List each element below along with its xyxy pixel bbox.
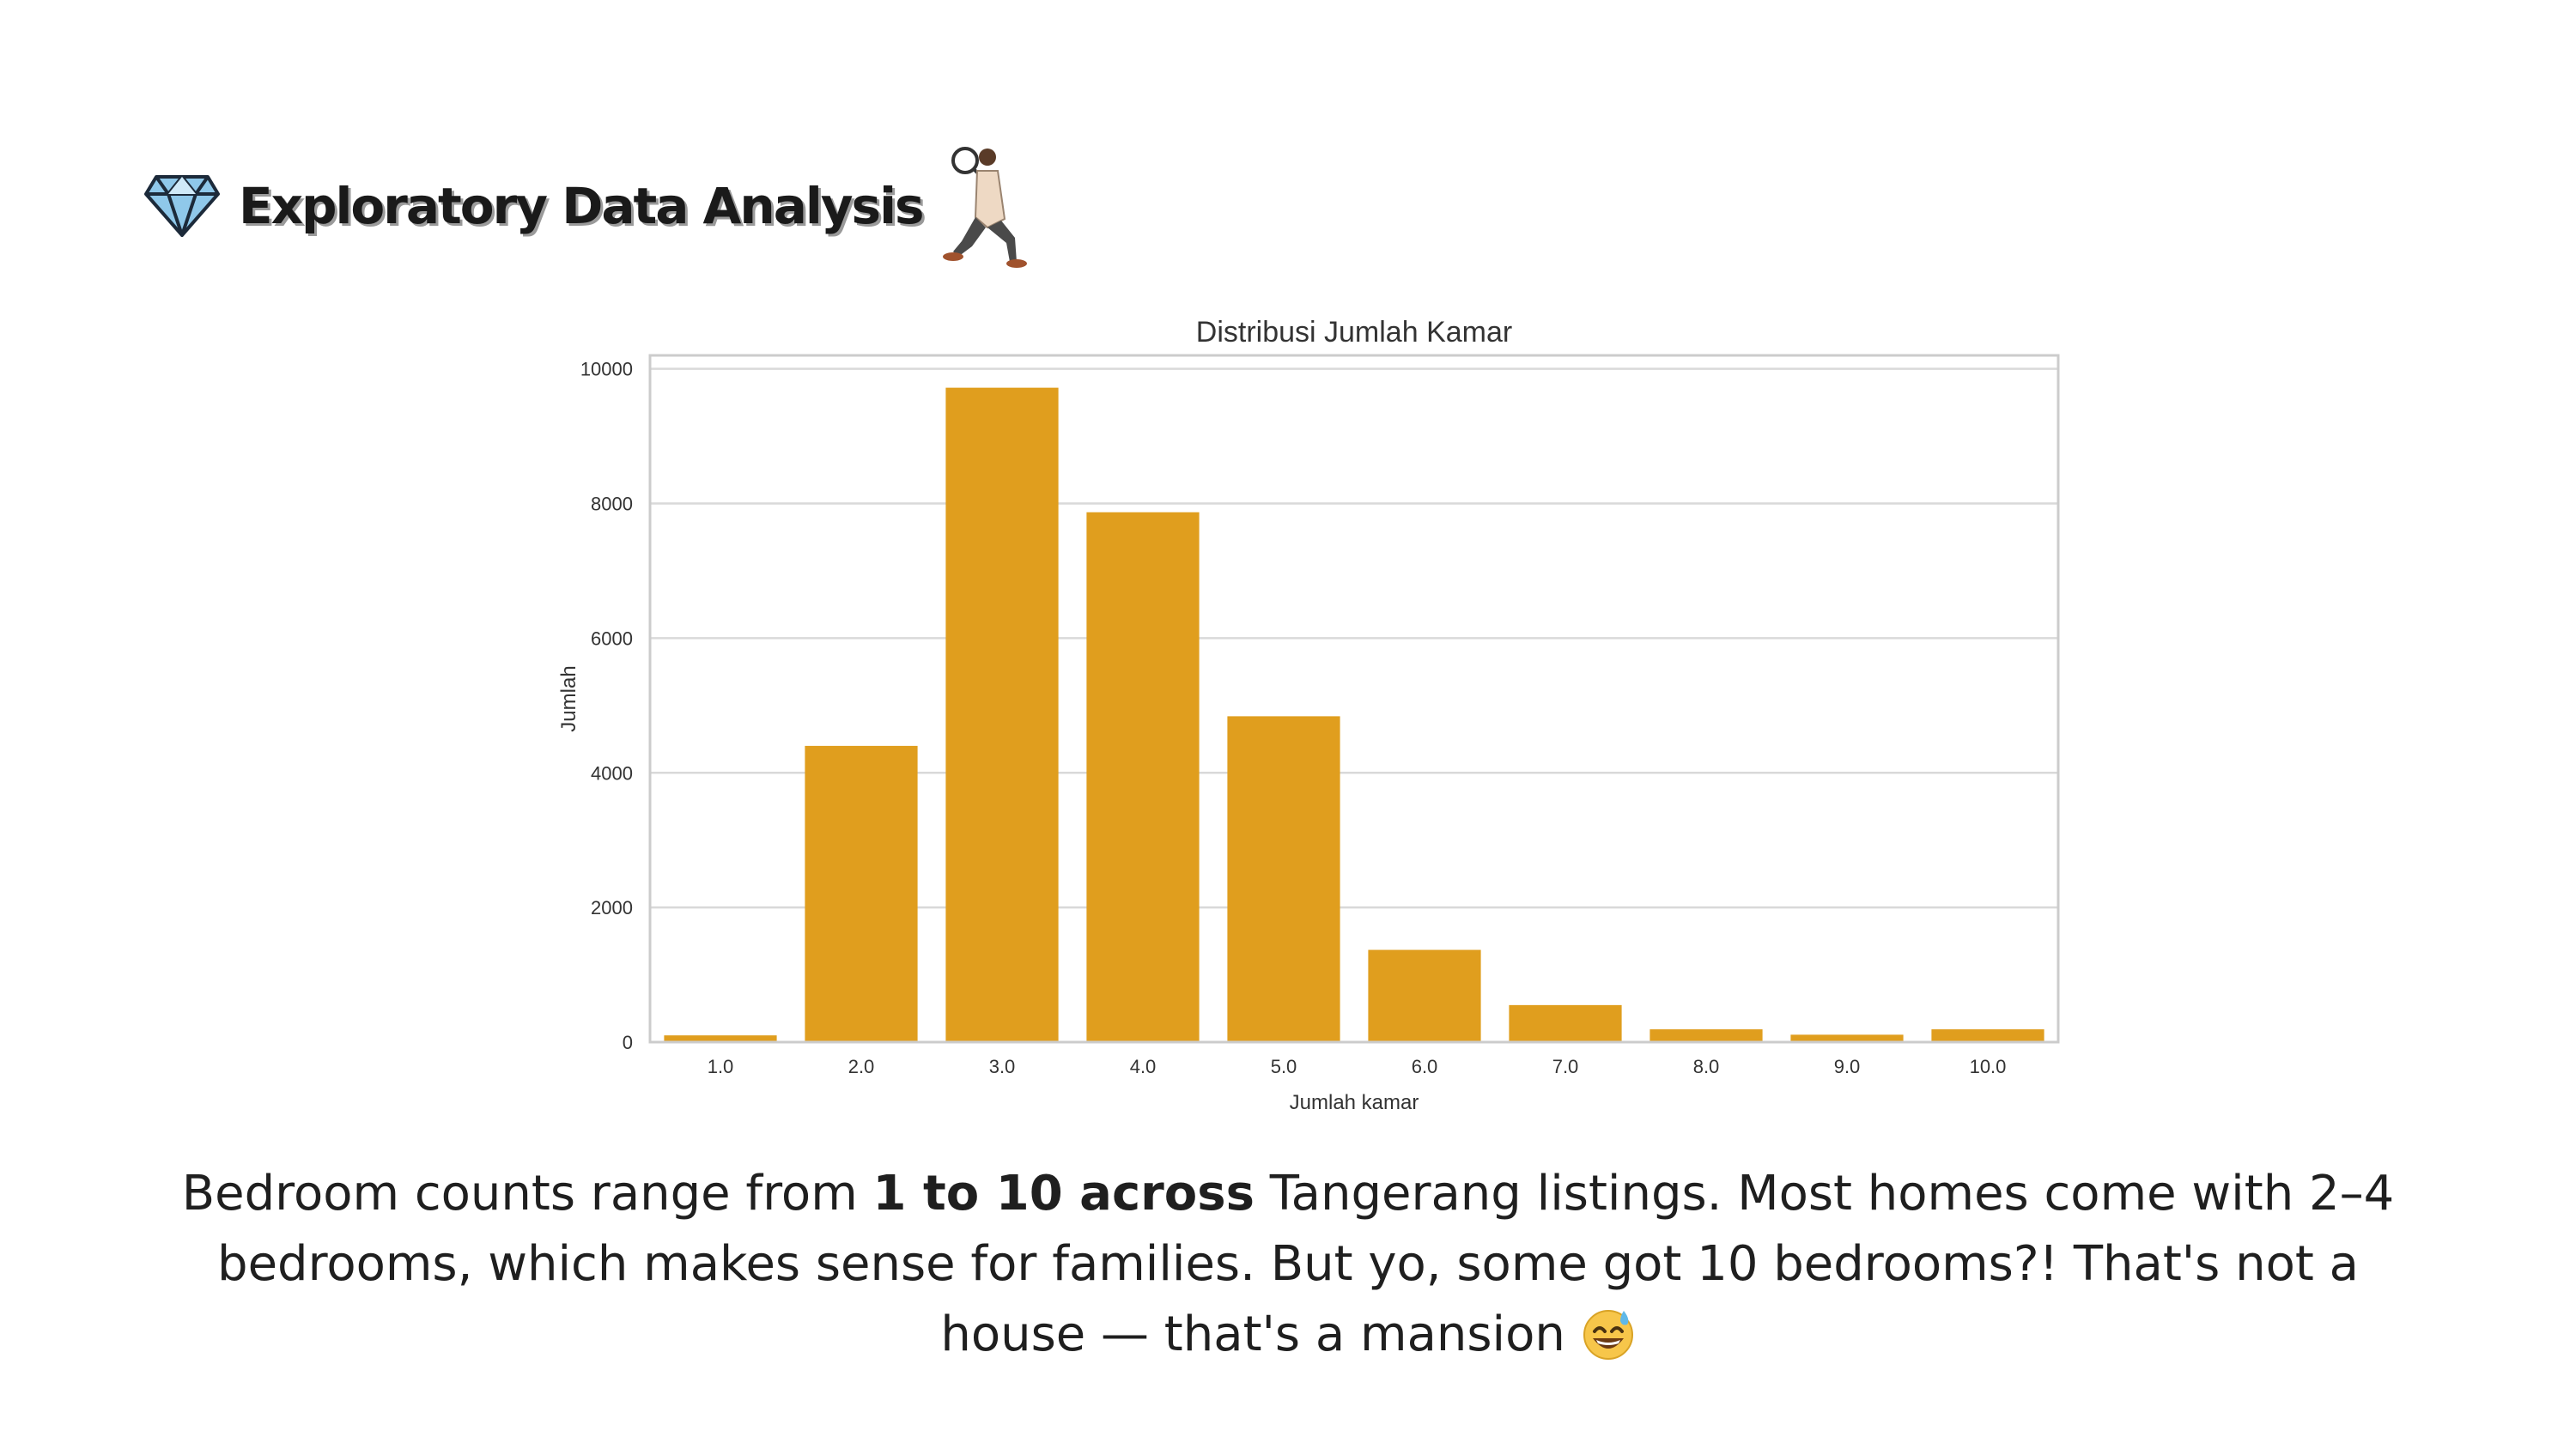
x-tick-label: 1.0 [708,1056,734,1077]
x-axis-label: Jumlah kamar [1290,1091,1419,1114]
bar-5.0 [1227,716,1340,1042]
detective-with-magnifier-icon [943,147,1028,268]
caption-part-1: Bedroom counts range from [181,1166,873,1222]
x-tick-label: 3.0 [989,1056,1016,1077]
bar-6.0 [1368,949,1481,1042]
header: Exploratory Data Analysis [144,137,1030,275]
bar-7.0 [1509,1004,1622,1042]
bar-10.0 [1931,1029,2044,1042]
y-axis-label: Jumlah [557,665,580,731]
y-tick-label: 10000 [580,359,633,380]
bar-chart: Distribusi Jumlah Kamar 0 2000 4000 6000 800… [557,316,2060,1114]
bar-1.0 [664,1035,777,1042]
bar-2.0 [805,745,918,1042]
x-tick-labels: 1.0 2.0 3.0 4.0 5.0 6.0 7.0 8.0 9.0 10.0 [708,1056,2007,1077]
diamond-icon [144,175,220,237]
caption-bold-range: 1 to 10 across [872,1166,1255,1222]
y-tick-label: 4000 [591,762,633,784]
caption-text: Bedroom counts range from 1 to 10 across… [172,1159,2404,1370]
x-tick-label: 7.0 [1552,1056,1579,1077]
page-title: Exploratory Data Analysis [239,177,924,235]
y-tick-labels: 0 2000 4000 6000 8000 10000 [580,359,633,1053]
bar-9.0 [1790,1034,1904,1042]
x-tick-label: 4.0 [1130,1056,1157,1077]
bar-8.0 [1649,1029,1763,1042]
caption-part-2: Tangerang listings. Most homes come with… [217,1166,2395,1362]
y-tick-label: 8000 [591,494,633,515]
y-tick-label: 2000 [591,897,633,919]
bars [664,387,2044,1042]
x-tick-label: 10.0 [1970,1056,2007,1077]
sweat-smile-emoji-icon [1583,1310,1633,1360]
x-tick-label: 8.0 [1693,1056,1720,1077]
x-tick-label: 9.0 [1834,1056,1861,1077]
x-tick-label: 2.0 [848,1056,875,1077]
y-tick-label: 0 [623,1032,633,1053]
x-tick-label: 6.0 [1412,1056,1438,1077]
y-tick-label: 6000 [591,627,633,649]
bar-4.0 [1086,512,1200,1042]
x-tick-label: 5.0 [1271,1056,1297,1077]
bar-3.0 [945,387,1059,1042]
plot-frame [648,354,2060,1044]
chart-title: Distribusi Jumlah Kamar [1196,316,1512,349]
